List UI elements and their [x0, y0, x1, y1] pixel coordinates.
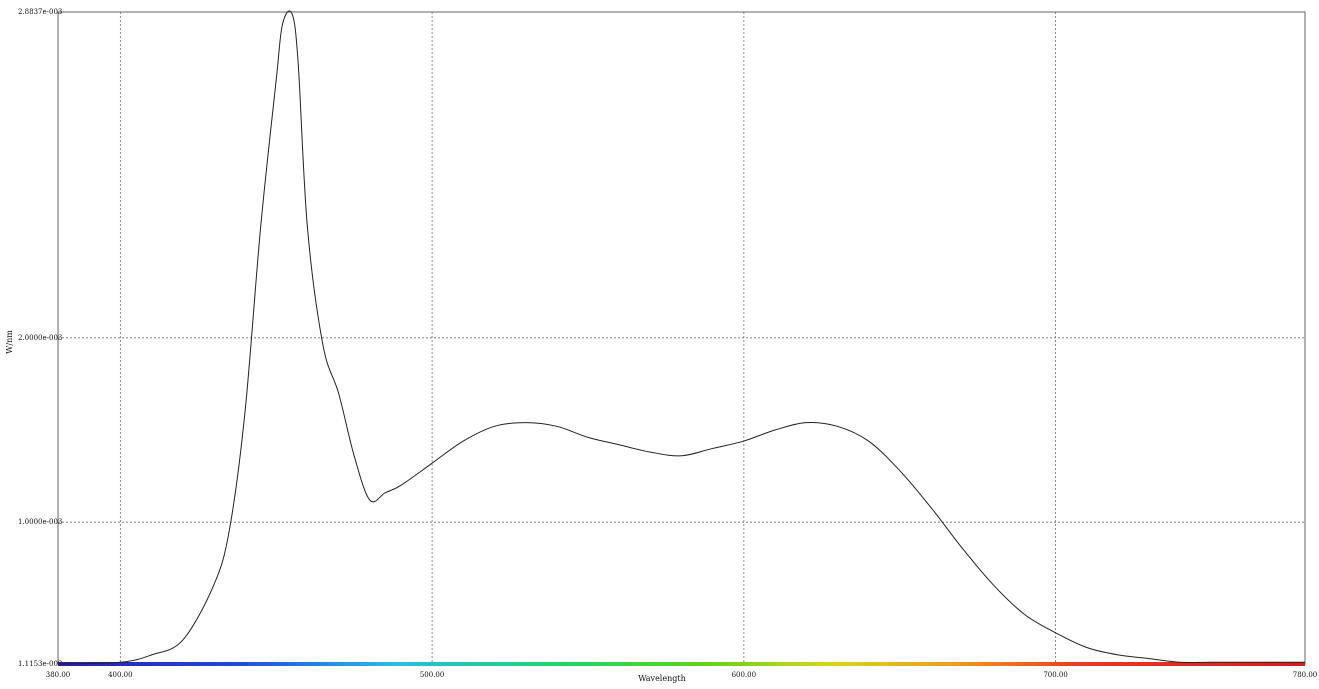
y-tick-label-2: 2.0000e-003 — [18, 334, 62, 342]
x-axis-title: Wavelength — [638, 674, 685, 683]
y-tick-label-0: 1.1153e-003 — [18, 660, 62, 668]
spectrum-color-bar — [58, 662, 1305, 666]
x-tick-label-4: 700.00 — [1043, 671, 1068, 679]
tick-labels: 380.00 400.00 500.00 600.00 700.00 780.00 1.11… — [18, 8, 1317, 679]
x-tick-label-1: 400.00 — [108, 671, 133, 679]
grid — [58, 12, 1305, 664]
x-tick-label-3: 600.00 — [732, 671, 757, 679]
x-tick-label-2: 500.00 — [420, 671, 445, 679]
spectral-curve-line — [57, 10, 1305, 665]
x-tick-label-0: 380.00 — [46, 671, 71, 679]
y-tick-label-1: 1.0000e-003 — [18, 518, 62, 526]
y-axis-title: W/nm — [5, 330, 14, 354]
plot-frame — [57, 11, 1306, 665]
x-tick-label-5: 780.00 — [1293, 671, 1318, 679]
y-tick-label-3: 2.8837e-003 — [18, 8, 62, 16]
